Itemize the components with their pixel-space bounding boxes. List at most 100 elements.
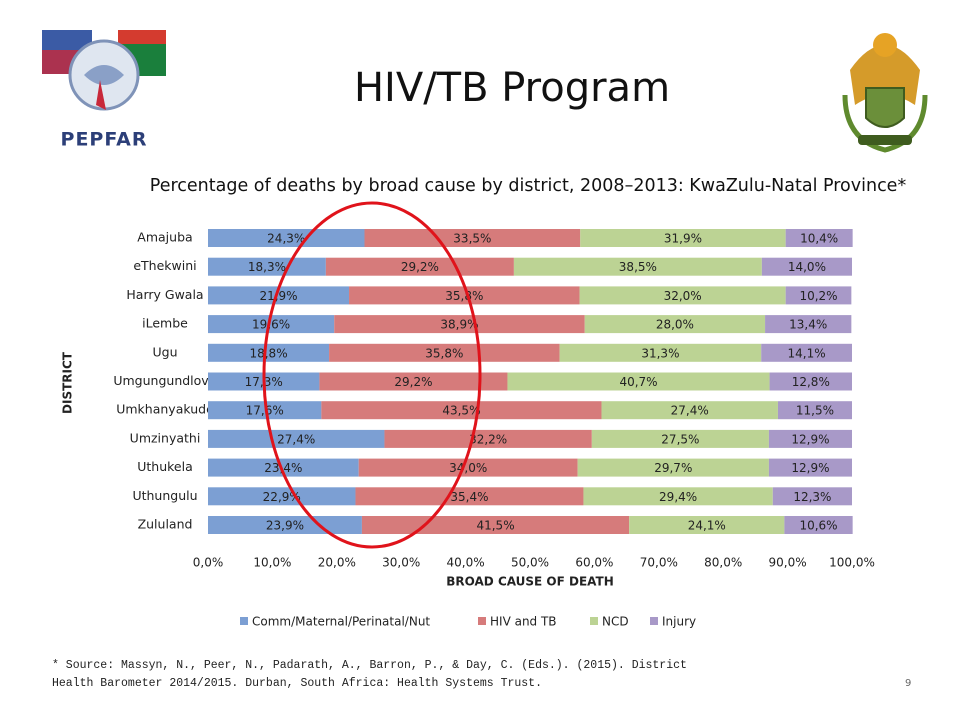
bar-segment bbox=[364, 229, 581, 247]
data-label: 12,8% bbox=[792, 375, 830, 389]
data-label: 28,0% bbox=[656, 318, 694, 332]
data-label: 24,3% bbox=[267, 232, 305, 246]
bar-segment bbox=[772, 487, 852, 506]
bar-segment bbox=[208, 315, 335, 334]
y-tick-label: Zululand bbox=[138, 517, 193, 532]
bar-segment bbox=[580, 229, 786, 247]
data-label: 18,8% bbox=[249, 346, 287, 360]
y-tick-label: Umzinyathi bbox=[130, 430, 201, 445]
data-label: 29,2% bbox=[401, 260, 439, 274]
bar-segment bbox=[208, 429, 385, 448]
data-label: 21,9% bbox=[259, 289, 297, 303]
bar-segment bbox=[349, 286, 580, 305]
bar-segment bbox=[329, 343, 560, 362]
legend-label: HIV and TB bbox=[490, 615, 557, 629]
emblem-sun bbox=[873, 33, 897, 57]
data-label: 23,9% bbox=[266, 519, 304, 533]
x-tick-label: 40,0% bbox=[447, 556, 485, 570]
data-label: 10,6% bbox=[799, 519, 837, 533]
slide-number: 9 bbox=[905, 678, 911, 689]
bar-segment bbox=[358, 458, 578, 477]
data-label: 24,1% bbox=[688, 519, 726, 533]
bar-segment bbox=[208, 286, 350, 305]
y-tick-label: Amajuba bbox=[137, 230, 192, 245]
data-label: 13,4% bbox=[789, 318, 827, 332]
bar-segment bbox=[765, 315, 852, 334]
data-label: 12,9% bbox=[791, 461, 829, 475]
data-label: 10,2% bbox=[799, 289, 837, 303]
data-label: 34,0% bbox=[449, 461, 487, 475]
bar-segment bbox=[208, 229, 365, 247]
legend-label: NCD bbox=[602, 615, 629, 629]
data-label: 35,8% bbox=[425, 346, 463, 360]
plot: 0,0% 10,0% 20,0% 30,0% 40,0% 50,0% 60,0% 70,0% 8… bbox=[113, 229, 875, 629]
bar-segment bbox=[768, 429, 852, 448]
y-tick-label: Umgungundlovu bbox=[113, 373, 216, 388]
bar-segment bbox=[769, 372, 852, 391]
y-tick-label: Uthungulu bbox=[132, 488, 197, 503]
data-label: 32,2% bbox=[469, 432, 507, 446]
data-label: 31,3% bbox=[641, 346, 679, 360]
data-label: 22,9% bbox=[263, 490, 301, 504]
bar-segment bbox=[584, 315, 766, 334]
data-label: 35,4% bbox=[450, 490, 488, 504]
data-label: 29,7% bbox=[654, 461, 692, 475]
legend-swatch bbox=[590, 617, 598, 625]
bar-segment bbox=[583, 487, 773, 506]
bar-segment bbox=[513, 257, 762, 276]
data-label: 41,5% bbox=[476, 519, 514, 533]
x-tick-label: 10,0% bbox=[253, 556, 291, 570]
x-tick-label: 30,0% bbox=[382, 556, 420, 570]
data-label: 40,7% bbox=[619, 375, 657, 389]
legend-swatch bbox=[240, 617, 248, 625]
footnote-line: Health Barometer 2014/2015. Durban, Sout… bbox=[52, 677, 542, 690]
legend-label: Injury bbox=[662, 615, 696, 629]
chart-title: Percentage of deaths by broad cause by d… bbox=[150, 176, 907, 196]
bar-segment bbox=[577, 458, 769, 477]
data-label: 29,4% bbox=[659, 490, 697, 504]
bar-segment bbox=[208, 458, 359, 477]
bar-segment bbox=[334, 315, 585, 334]
data-label: 12,3% bbox=[793, 490, 831, 504]
data-label: 31,9% bbox=[664, 232, 702, 246]
bar-segment bbox=[208, 487, 356, 506]
data-label: 38,9% bbox=[440, 318, 478, 332]
bar-segment bbox=[208, 257, 326, 276]
data-label: 11,5% bbox=[796, 404, 834, 418]
data-label: 14,0% bbox=[788, 260, 826, 274]
x-tick-label: 50,0% bbox=[511, 556, 549, 570]
data-label: 18,3% bbox=[248, 260, 286, 274]
footnote-line: * Source: Massyn, N., Peer, N., Padarath… bbox=[52, 659, 687, 672]
data-label: 14,1% bbox=[788, 346, 826, 360]
y-axis-title: DISTRICT bbox=[61, 351, 75, 414]
bar-segment bbox=[761, 343, 852, 362]
data-label: 17,6% bbox=[246, 404, 284, 418]
bar-segment bbox=[208, 343, 330, 362]
bar-segment bbox=[579, 286, 786, 305]
bar-segment bbox=[319, 372, 508, 391]
data-label: 35,8% bbox=[445, 289, 483, 303]
bar-segment bbox=[325, 257, 514, 276]
data-label: 43,5% bbox=[442, 404, 480, 418]
y-tick-label: eThekwini bbox=[133, 258, 196, 273]
bar-segment bbox=[785, 229, 853, 247]
legend-swatch bbox=[478, 617, 486, 625]
bar-segment bbox=[355, 487, 584, 506]
data-label: 27,5% bbox=[661, 432, 699, 446]
x-tick-label: 70,0% bbox=[640, 556, 678, 570]
data-label: 27,4% bbox=[671, 404, 709, 418]
y-tick-label: Harry Gwala bbox=[126, 287, 203, 302]
bar-segment bbox=[591, 429, 769, 448]
bar-segment bbox=[559, 343, 762, 362]
emblem-shield bbox=[865, 87, 905, 128]
data-label: 33,5% bbox=[453, 232, 491, 246]
bar-segment bbox=[507, 372, 770, 391]
bar-segment bbox=[761, 257, 852, 276]
slide-title: HIV/TB Program bbox=[354, 65, 670, 111]
bar-segment bbox=[785, 286, 852, 305]
x-tick-label: 80,0% bbox=[704, 556, 742, 570]
data-label: 38,5% bbox=[619, 260, 657, 274]
x-tick-label: 0,0% bbox=[193, 556, 224, 570]
x-tick-label: 60,0% bbox=[575, 556, 613, 570]
bar-segment bbox=[321, 401, 602, 420]
